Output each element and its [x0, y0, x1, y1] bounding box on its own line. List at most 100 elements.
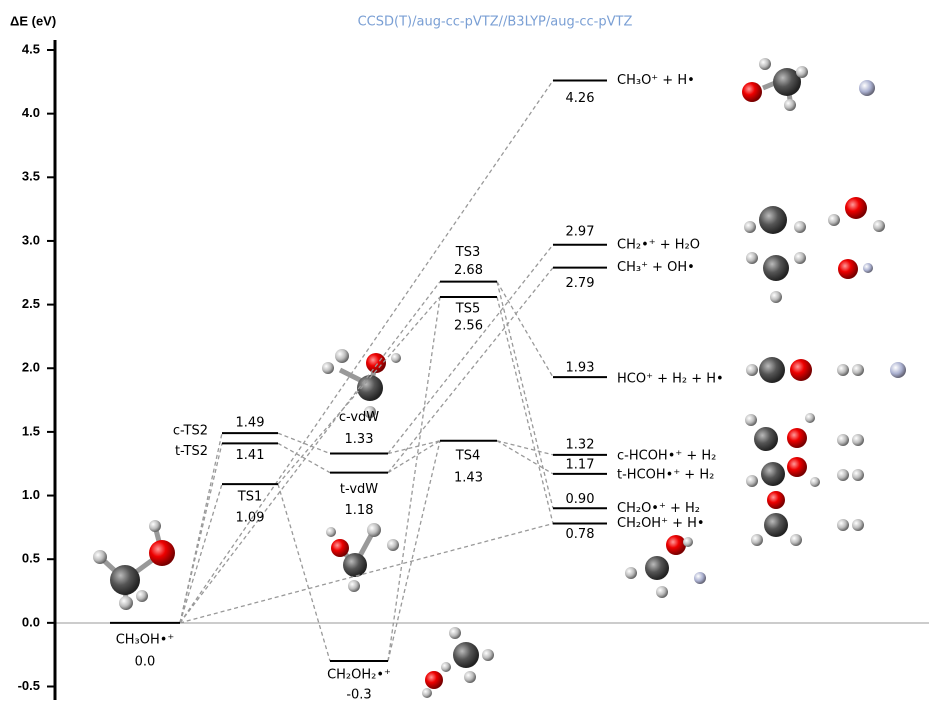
atom: [422, 688, 432, 698]
atom: [794, 221, 806, 233]
atom: [119, 596, 133, 610]
connections: [180, 81, 553, 661]
y-tick-label: 1.5: [22, 423, 40, 438]
atom: [391, 353, 401, 363]
y-tick-label: 1.0: [22, 487, 40, 502]
atom: [482, 649, 494, 661]
atom: [759, 206, 787, 234]
atom: [790, 359, 812, 381]
level-name: HCO⁺ + H₂ + H•: [617, 372, 724, 387]
atom: [335, 349, 349, 363]
level-value: 1.18: [345, 503, 374, 518]
atom: [852, 519, 864, 531]
atom: [683, 537, 693, 547]
atom: [763, 255, 789, 281]
atom: [331, 539, 349, 557]
atom: [873, 220, 885, 232]
connection: [497, 297, 553, 524]
level-value: 1.43: [454, 470, 483, 485]
level-name: t-vdW: [340, 482, 378, 497]
level-name: TS1: [237, 490, 262, 505]
atom: [367, 523, 381, 537]
atom: [449, 627, 461, 639]
atom: [754, 427, 778, 451]
level-value: 1.41: [236, 448, 265, 463]
atom: [149, 520, 161, 532]
atom: [348, 580, 360, 592]
atom: [759, 357, 785, 383]
atom: [387, 539, 399, 551]
connection: [180, 484, 222, 623]
connection: [180, 524, 553, 623]
connection: [388, 441, 440, 661]
level-name: t-HCOH•⁺ + H₂: [617, 467, 714, 482]
level-value: 1.09: [236, 511, 265, 526]
atom: [694, 572, 706, 584]
connection: [180, 282, 440, 623]
atom: [746, 252, 758, 264]
level-value: 0.78: [566, 527, 595, 542]
y-axis-label: ΔE (eV): [10, 13, 56, 28]
level-value: 2.68: [454, 263, 483, 278]
level-value: 0.0: [135, 654, 156, 669]
atom: [149, 540, 175, 566]
atom: [787, 457, 807, 477]
level-value: 1.93: [566, 361, 595, 376]
atom: [810, 477, 820, 487]
atom: [890, 362, 906, 378]
atom: [859, 80, 875, 96]
atom: [761, 462, 785, 486]
atom: [796, 66, 808, 78]
atom: [787, 428, 807, 448]
atom: [425, 671, 443, 689]
atom: [453, 642, 479, 668]
level-name: c-vdW: [339, 410, 379, 425]
connection: [180, 443, 222, 622]
atom: [625, 567, 637, 579]
y-tick-label: 3.5: [22, 169, 40, 184]
atom: [751, 534, 763, 546]
connection: [388, 441, 440, 454]
level-name: c-HCOH•⁺ + H₂: [617, 448, 716, 463]
molecule-sketches: [93, 58, 906, 698]
atom: [759, 58, 771, 70]
atom: [441, 662, 451, 672]
atom: [863, 263, 873, 273]
connection: [388, 441, 440, 473]
connection: [497, 441, 553, 455]
atom: [326, 527, 336, 537]
level-value: 2.97: [566, 224, 595, 239]
level-name: CH₂•⁺ + H₂O: [617, 237, 700, 252]
atom: [852, 364, 864, 376]
atom: [828, 214, 840, 226]
atom: [93, 550, 107, 564]
atom: [742, 82, 762, 102]
atom: [852, 469, 864, 481]
atom: [322, 362, 334, 374]
atom: [767, 491, 785, 509]
connection: [388, 268, 553, 473]
atom: [784, 99, 796, 111]
y-tick-label: 4.0: [22, 105, 40, 120]
level-value: 4.26: [566, 91, 595, 106]
atom: [464, 671, 476, 683]
atom: [764, 513, 788, 537]
level-value: 1.49: [236, 416, 265, 431]
y-tick-label: 3.0: [22, 232, 40, 247]
y-tick-label: -0.5: [18, 678, 40, 693]
level-name: TS5: [455, 301, 480, 316]
level-value: 2.79: [566, 276, 595, 291]
y-tick-label: 0.0: [22, 614, 40, 629]
level-name: CH₃OH•⁺: [116, 632, 175, 647]
atom: [746, 475, 758, 487]
connection: [278, 443, 330, 472]
atom: [746, 364, 758, 376]
level-value: 1.32: [566, 437, 595, 452]
atom: [110, 565, 140, 595]
atom: [837, 434, 849, 446]
level-name: CH₂OH⁺ + H•: [617, 516, 705, 531]
level-value: 1.17: [566, 457, 595, 472]
connection: [388, 297, 440, 661]
level-name: CH₂OH₂•⁺: [327, 668, 391, 683]
atom: [744, 221, 756, 233]
